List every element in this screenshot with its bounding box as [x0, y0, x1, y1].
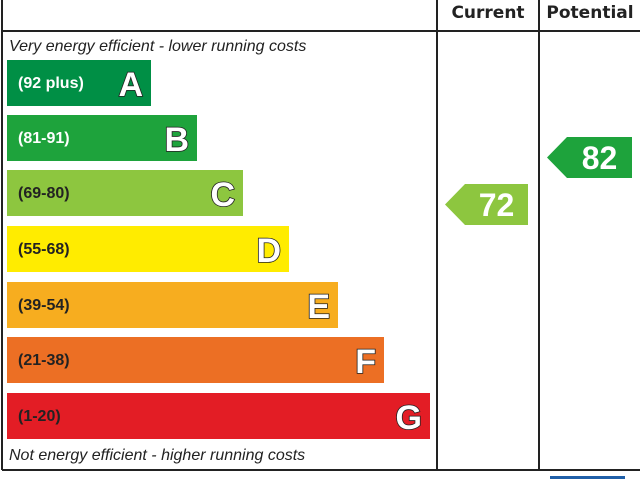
band-bar: [7, 393, 430, 439]
band-bar: [7, 170, 243, 216]
current-rating-value: 72: [479, 187, 515, 223]
band-bar: [7, 337, 384, 383]
band-range: (55-68): [18, 241, 70, 258]
band-e: (39-54) E: [7, 282, 338, 328]
band-letter: E: [307, 288, 330, 326]
current-arrow-shape: [445, 184, 528, 225]
header-potential: Potential: [546, 3, 633, 23]
blue-button-edge: [550, 476, 625, 479]
band-range: (39-54): [18, 297, 70, 314]
band-g: (1-20) G: [7, 393, 430, 439]
band-f: (21-38) F: [7, 337, 384, 383]
potential-rating-arrow: 82: [547, 137, 632, 178]
band-b: (81-91) B: [7, 115, 197, 161]
band-range: (81-91): [18, 130, 70, 147]
band-range: (1-20): [18, 408, 61, 425]
band-bar: [7, 115, 197, 161]
band-d: (55-68) D: [7, 226, 289, 272]
potential-arrow-shape: [547, 137, 632, 178]
band-letter: D: [256, 232, 281, 270]
band-a: (92 plus) A: [7, 60, 151, 106]
band-range: (92 plus): [18, 75, 84, 92]
header-current: Current: [451, 3, 524, 23]
top-caption: Very energy efficient - lower running co…: [9, 38, 306, 55]
band-range: (69-80): [18, 185, 70, 202]
band-letter: F: [355, 343, 376, 381]
band-letter: B: [164, 121, 189, 159]
band-bar: [7, 60, 151, 106]
band-bar: [7, 226, 289, 272]
band-letter: A: [118, 66, 143, 104]
current-rating-arrow: 72: [445, 184, 528, 225]
band-c: (69-80) C: [7, 170, 243, 216]
potential-rating-value: 82: [582, 140, 618, 176]
band-range: (21-38): [18, 352, 70, 369]
band-bar: [7, 282, 338, 328]
band-letter: C: [210, 176, 235, 214]
bottom-caption: Not energy efficient - higher running co…: [9, 447, 305, 464]
band-letter: G: [396, 399, 422, 437]
